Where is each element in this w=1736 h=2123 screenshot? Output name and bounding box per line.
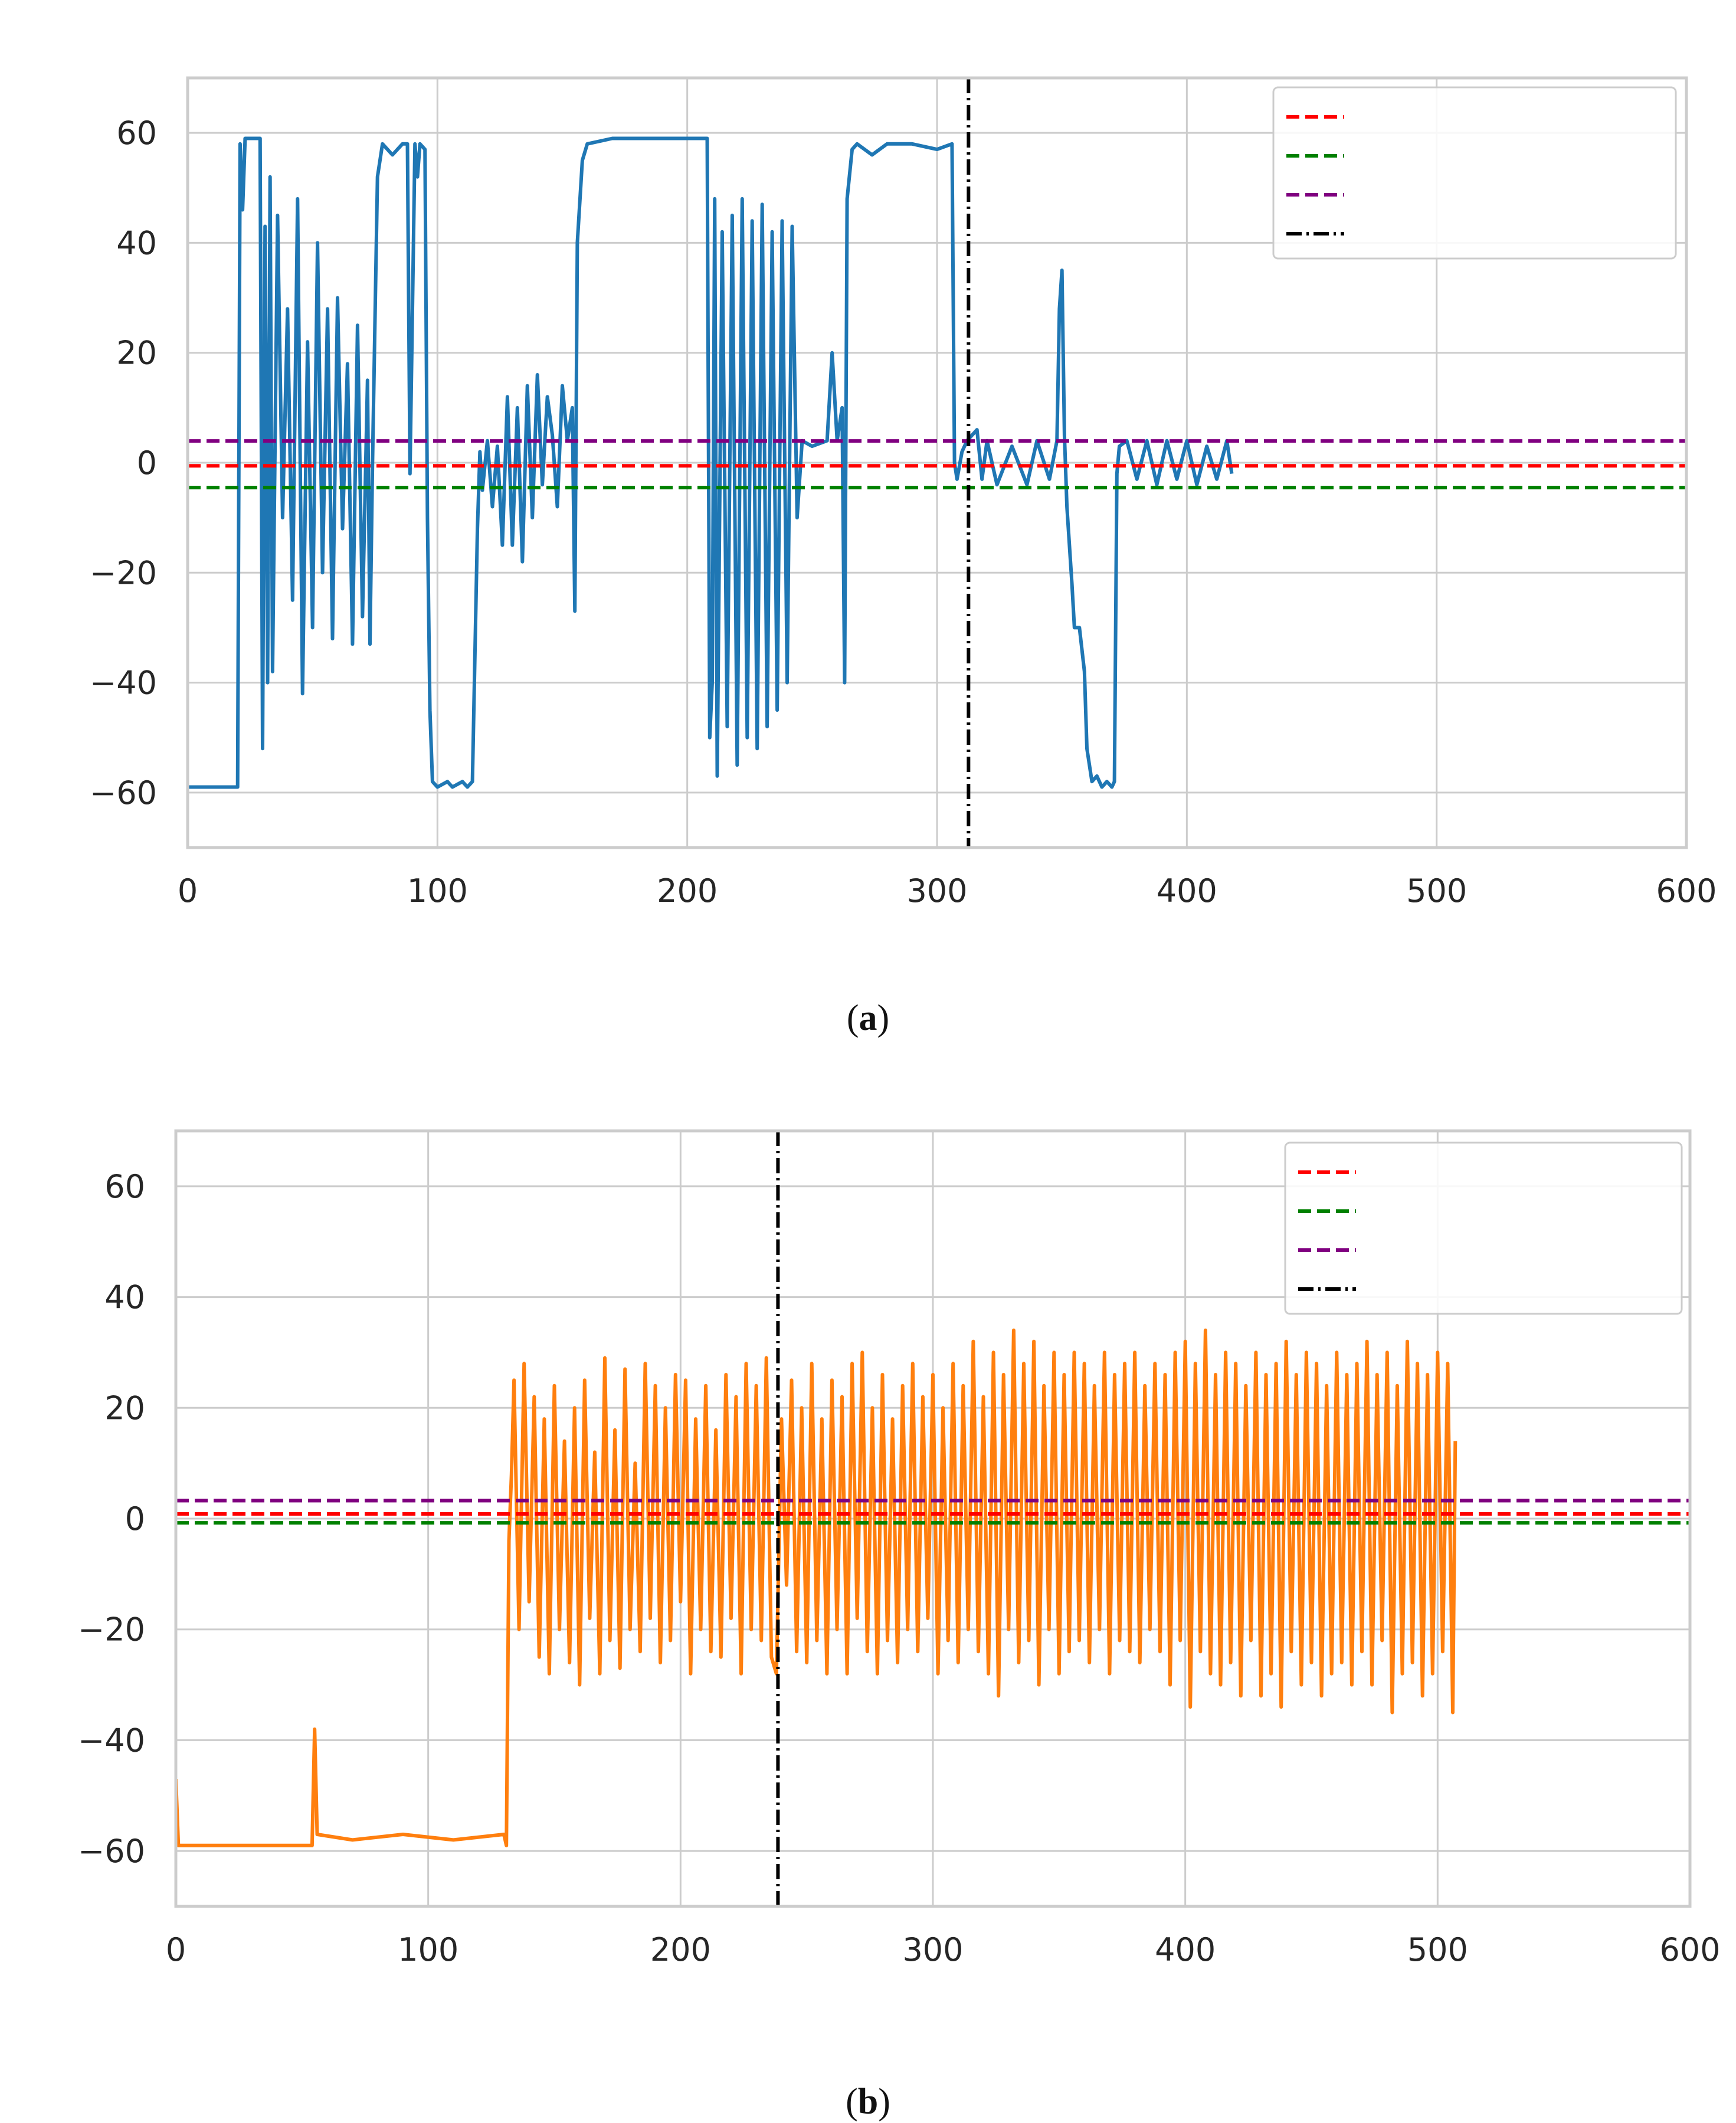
y-tick-label: 60: [116, 115, 157, 152]
x-tick-label: 300: [906, 872, 967, 910]
x-tick-label: 500: [1406, 872, 1467, 910]
x-tick-label: 400: [1157, 872, 1217, 910]
y-tick-label: 40: [104, 1279, 145, 1316]
x-tick-label: 200: [657, 872, 718, 910]
y-tick-label: 0: [125, 1500, 145, 1538]
y-tick-label: 60: [104, 1168, 145, 1205]
x-tick-label: 100: [407, 872, 468, 910]
x-tick-label: 600: [1659, 1931, 1720, 1968]
x-tick-label: 300: [902, 1931, 963, 1968]
x-tick-label: 0: [166, 1931, 186, 1968]
plot-frame: [174, 1129, 1692, 1908]
series-line-error: [188, 136, 1234, 789]
x-tick-label: 400: [1155, 1931, 1216, 1968]
x-tick-label: 100: [398, 1931, 458, 1968]
y-tick-label: −20: [90, 554, 157, 591]
panel-b-after: 0 100 200 300 400 500 600 −60 −40 −20 0 20 40 60 (b): [0, 1060, 1736, 2122]
x-tick-label: 200: [650, 1931, 711, 1968]
y-tick-label: 20: [116, 335, 157, 372]
x-tick-label: 0: [178, 872, 198, 910]
y-tick-label: −40: [78, 1722, 145, 1759]
y-tick-label: 40: [116, 224, 157, 261]
y-tick-label: −40: [90, 665, 157, 702]
y-tick-label: −60: [78, 1833, 145, 1870]
y-tick-label: 0: [137, 444, 157, 482]
plot-frame: [186, 76, 1688, 849]
y-tick-label: −20: [78, 1611, 145, 1648]
panel-a-caption: (a): [846, 998, 890, 1038]
chart-b-svg: 0 100 200 300 400 500 600 −60 −40 −20 0 20 40 60: [78, 1129, 1721, 1968]
panel-a-before: 0 100 200 300 400 500 600 −60 −40 −20 0 20 40 60 (a): [0, 0, 1736, 1060]
y-tick-label: −60: [90, 774, 157, 812]
y-tick-label: 20: [104, 1389, 145, 1427]
legend-box: [1272, 86, 1677, 260]
chart-a-svg: 0 100 200 300 400 500 600 −60 −40 −20 0 20 40 60: [90, 76, 1717, 910]
x-tick-label: 500: [1407, 1931, 1468, 1968]
legend-box: [1284, 1141, 1683, 1315]
panel-b-caption: (b): [846, 2082, 890, 2122]
x-tick-label: 600: [1656, 872, 1717, 910]
